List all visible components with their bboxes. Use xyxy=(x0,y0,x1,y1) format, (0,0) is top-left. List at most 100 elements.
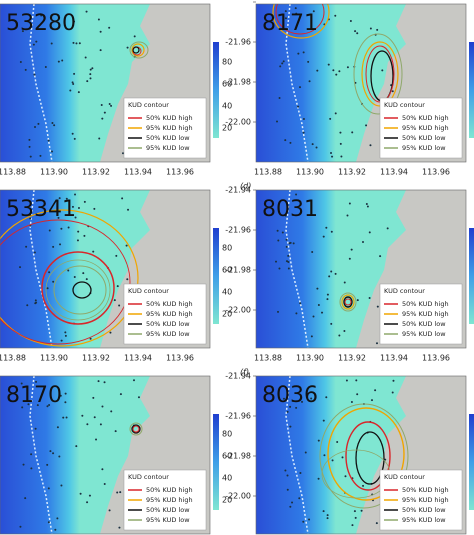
map-panel: 53280 KUD contour 50% KUD high 95% KUD high… xyxy=(0,3,232,177)
panel-id: 53280 xyxy=(6,11,76,36)
x-tick-label: 113.90 xyxy=(40,354,68,363)
receiver xyxy=(285,238,288,241)
receiver xyxy=(284,139,287,142)
receiver xyxy=(348,202,351,205)
receiver xyxy=(312,10,315,13)
receiver xyxy=(351,524,354,527)
receiver xyxy=(366,205,369,208)
receiver xyxy=(21,30,24,33)
receiver xyxy=(304,451,307,454)
receiver xyxy=(325,396,328,399)
receiver xyxy=(310,397,313,400)
receiver xyxy=(39,154,42,157)
receiver xyxy=(76,239,79,242)
legend-title: KUD contour xyxy=(128,287,169,295)
receiver xyxy=(44,66,47,69)
x-tick-label: 113.92 xyxy=(338,354,366,363)
receiver xyxy=(384,458,387,461)
map-panel: 53341 KUD contour 50% KUD high 95% KUD high… xyxy=(0,189,232,363)
legend-entry: 95% KUD low xyxy=(402,144,446,152)
legend-entry: 95% KUD low xyxy=(146,144,190,152)
receiver xyxy=(295,193,298,196)
legend-entry: 95% KUD high xyxy=(402,310,449,318)
map-panel: 8036 (f) KUD contour 50% KUD high 95% KUD hi… xyxy=(225,368,474,535)
x-tick-label: 113.96 xyxy=(422,168,450,177)
receiver xyxy=(302,51,305,54)
x-tick-label: 113.96 xyxy=(166,168,194,177)
colorbar xyxy=(469,42,474,138)
receiver xyxy=(332,69,335,72)
receiver xyxy=(64,392,67,395)
y-tick-label: -21.98 xyxy=(225,452,251,461)
receiver xyxy=(339,131,342,134)
kud-contour xyxy=(327,407,405,501)
receiver xyxy=(299,472,302,475)
receiver xyxy=(287,254,290,257)
receiver xyxy=(48,229,51,232)
frame xyxy=(255,375,467,535)
receiver xyxy=(137,396,140,399)
receiver xyxy=(291,501,294,504)
x-tick-label: 113.92 xyxy=(82,354,110,363)
frame xyxy=(0,3,211,163)
receiver xyxy=(52,452,55,455)
x-tick-label: 113.88 xyxy=(0,354,26,363)
receiver xyxy=(356,393,359,396)
receiver xyxy=(311,143,314,146)
receiver xyxy=(20,382,23,385)
y-tick-label: -21.94 xyxy=(225,372,251,381)
receiver xyxy=(286,474,289,477)
receiver xyxy=(77,206,80,209)
receiver xyxy=(89,337,92,340)
receiver xyxy=(330,270,333,273)
legend-entry: 50% KUD low xyxy=(402,506,446,514)
receiver xyxy=(287,267,290,270)
kud-contour xyxy=(272,4,330,39)
receiver xyxy=(115,254,118,257)
receiver xyxy=(374,389,377,392)
colorbar-label: 60 xyxy=(222,452,232,461)
receiver xyxy=(340,155,343,158)
receiver xyxy=(100,104,103,107)
receiver xyxy=(322,235,325,238)
colorbar-label: 20 xyxy=(222,124,232,133)
receiver xyxy=(326,514,329,517)
x-tick-label: 113.94 xyxy=(124,168,152,177)
receiver xyxy=(343,281,346,284)
receiver xyxy=(302,131,305,134)
legend-title: KUD contour xyxy=(128,101,169,109)
receiver xyxy=(321,311,324,314)
y-tick-label: -21.96 xyxy=(225,38,251,47)
receiver xyxy=(308,80,311,83)
receiver xyxy=(101,117,104,120)
y-tick-label: -21.96 xyxy=(225,412,251,421)
receiver xyxy=(58,455,61,458)
receiver xyxy=(86,80,89,83)
receiver xyxy=(113,299,116,302)
receiver xyxy=(346,214,349,217)
colorbar-label: 60 xyxy=(222,80,232,89)
legend-entry: 95% KUD high xyxy=(146,310,193,318)
receiver xyxy=(110,104,113,107)
receiver xyxy=(375,522,378,525)
receiver xyxy=(98,137,101,140)
receiver xyxy=(19,60,22,63)
receiver xyxy=(119,393,122,396)
legend-entry: 95% KUD high xyxy=(146,124,193,132)
receiver xyxy=(282,397,285,400)
receiver xyxy=(47,139,50,142)
receiver xyxy=(335,73,338,76)
receiver xyxy=(281,62,284,65)
receiver xyxy=(75,445,78,448)
receiver xyxy=(109,331,112,334)
receiver xyxy=(52,245,55,248)
receiver xyxy=(57,216,60,219)
receiver xyxy=(59,243,62,246)
kud-contour xyxy=(355,431,385,485)
receiver xyxy=(365,203,368,206)
receiver xyxy=(103,381,106,384)
receiver xyxy=(299,302,302,305)
colorbar xyxy=(213,42,219,138)
receiver xyxy=(302,520,305,523)
receiver xyxy=(350,400,353,403)
